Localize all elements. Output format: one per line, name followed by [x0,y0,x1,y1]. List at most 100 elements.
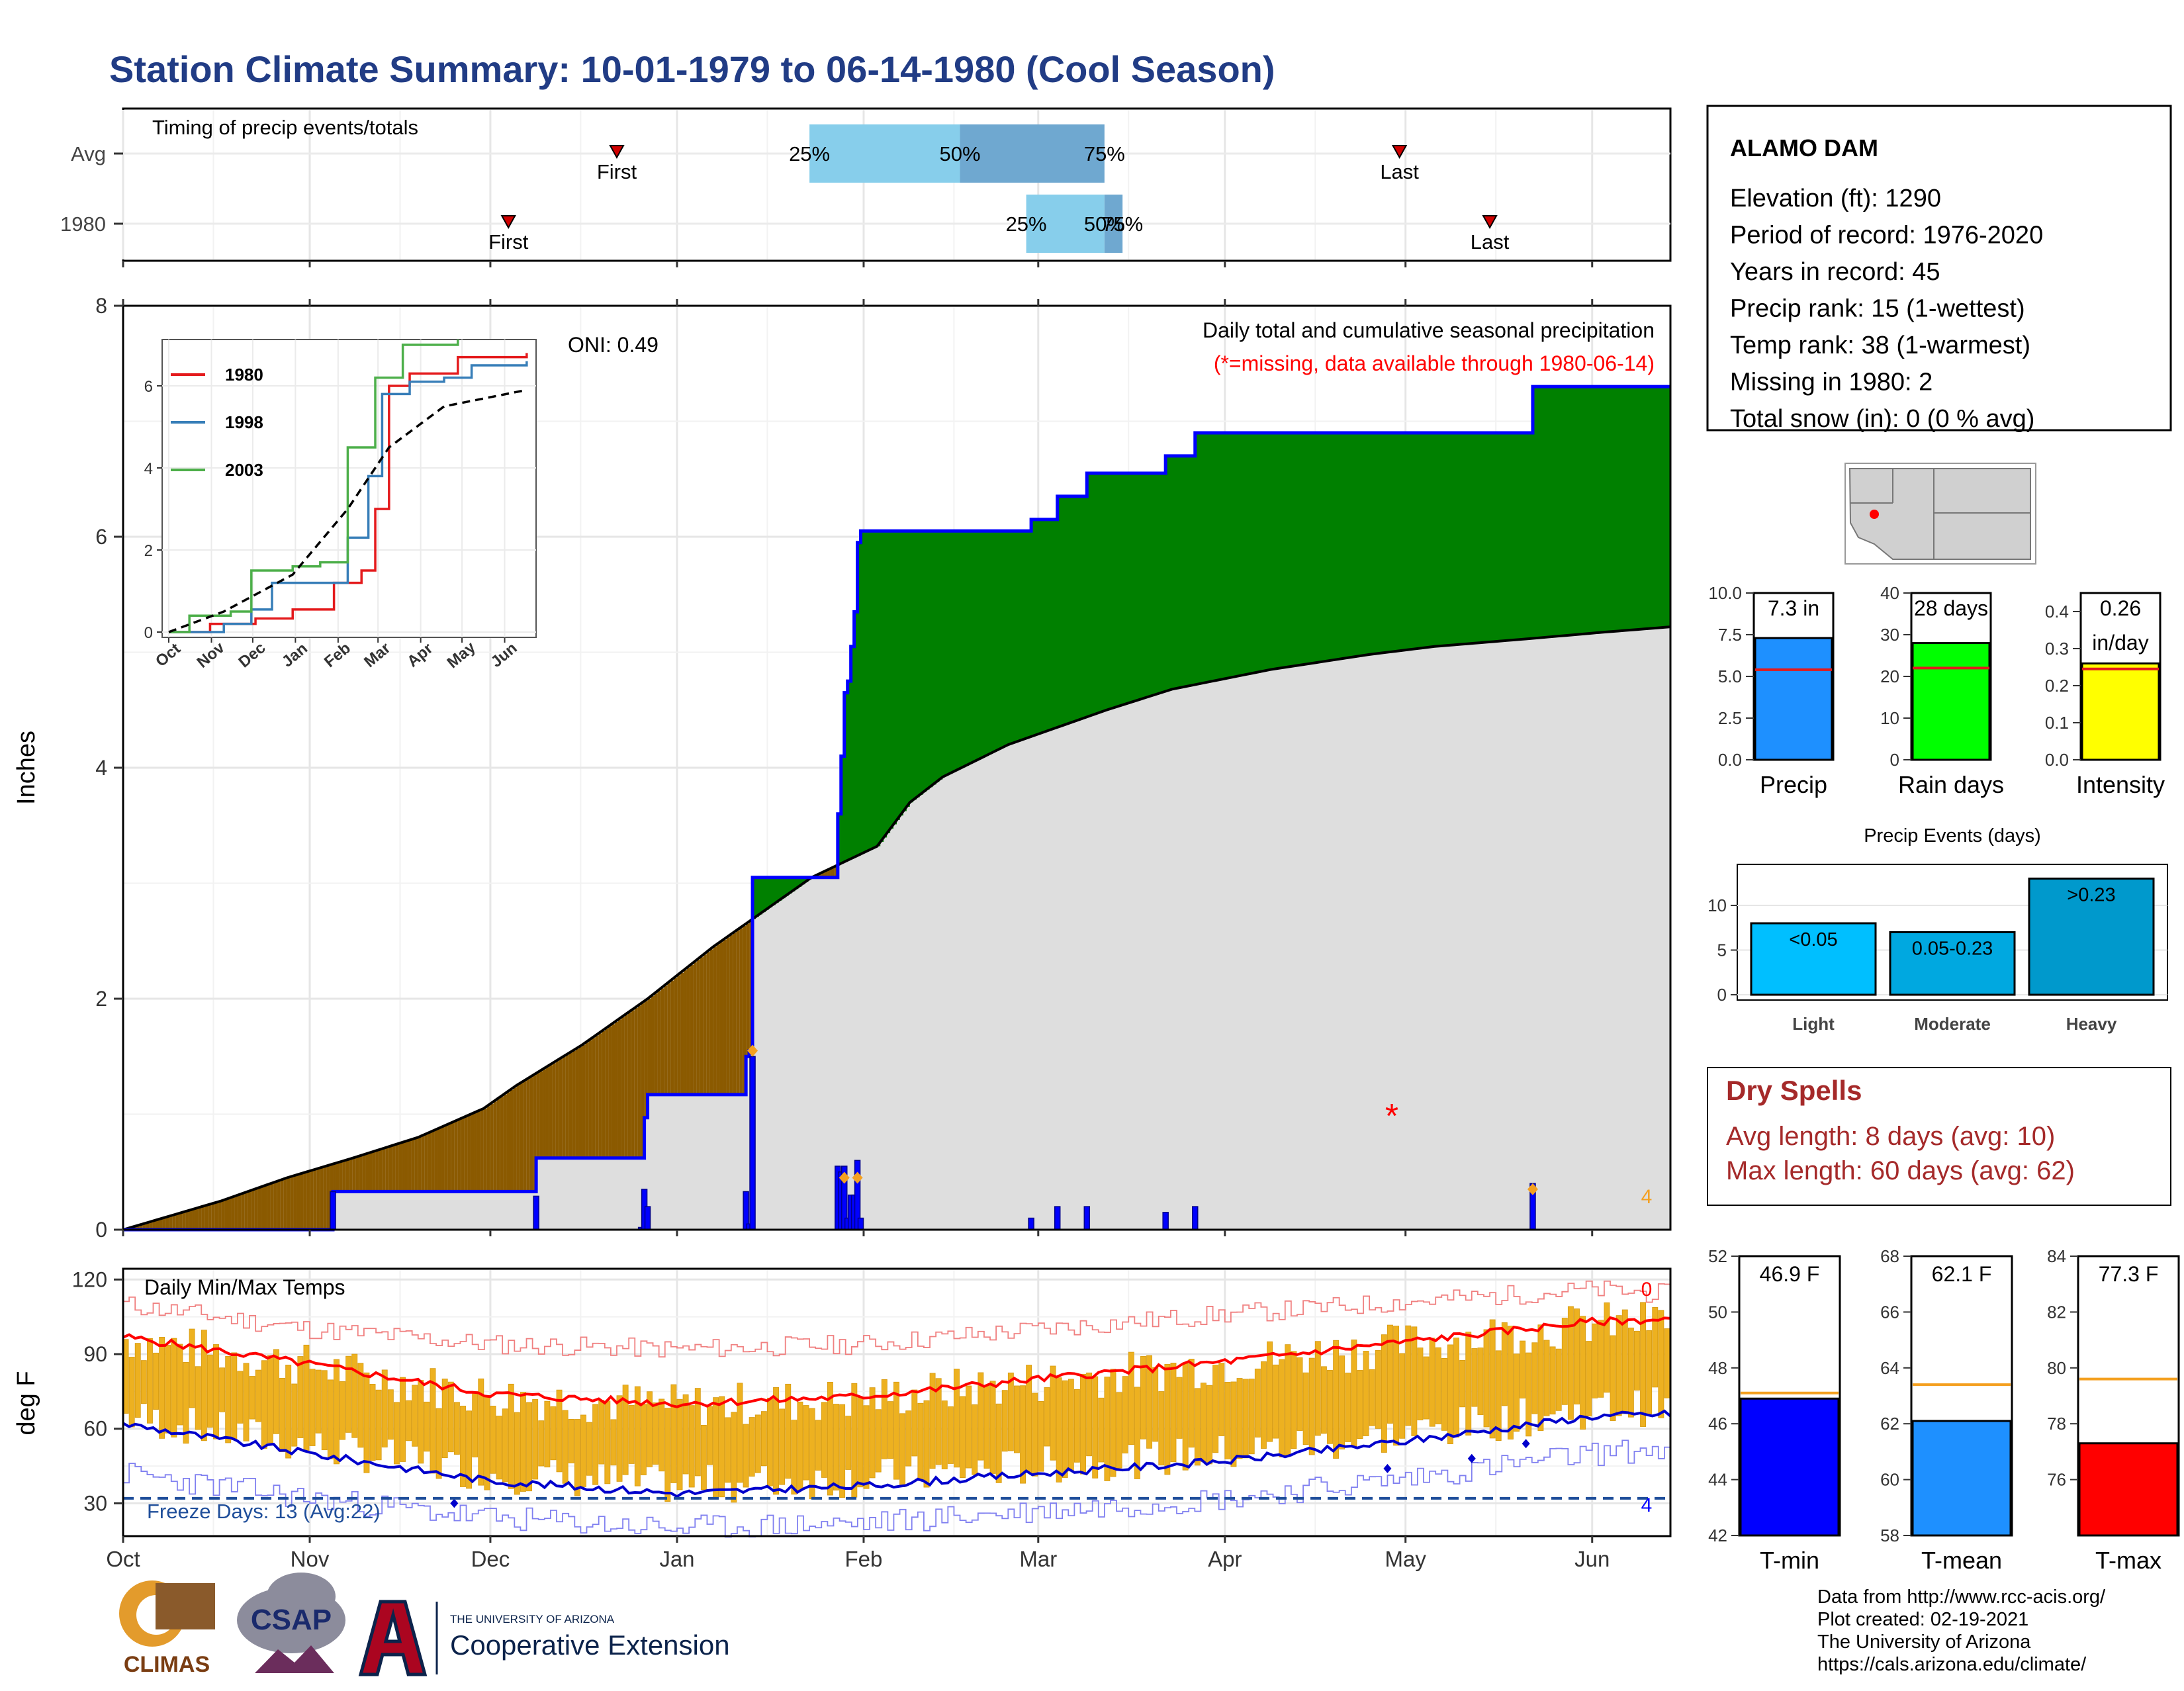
daily-temp-range-bar [1218,1363,1225,1436]
daily-temp-range-bar [1260,1361,1267,1449]
avg-cumulative-column [1382,653,1386,1230]
avg-cumulative-column [1365,655,1369,1230]
below-average-column [612,1024,615,1158]
below-average-column [342,1161,347,1192]
avg-cumulative-column [1097,713,1101,1230]
temp-summary-bar-t-mean [1911,1420,2012,1537]
avg-cumulative-column [1015,742,1019,1230]
avg-cumulative-column [1146,697,1150,1230]
above-average-column [1529,432,1533,639]
daily-temp-range-bar [1050,1365,1056,1461]
daily-temp-range-bar [351,1353,358,1438]
summary-bar-0 [1754,637,1833,761]
map-states [1848,468,2031,560]
avg-cumulative-column [903,811,907,1230]
record-low-marker [1522,1439,1530,1449]
above-average-column [942,531,946,777]
above-average-column [1523,432,1527,639]
avg-cumulative-column [1355,657,1360,1230]
avg-cumulative-column [1208,682,1212,1230]
daily-temp-range-bar [1110,1369,1116,1477]
below-average-column [549,1065,553,1158]
avg-cumulative-column [1175,688,1179,1230]
above-average-column [1149,473,1153,697]
above-average-column [1060,496,1065,727]
avg-cumulative-column [1113,708,1117,1230]
above-average-column [870,531,874,850]
above-average-column [1545,387,1550,637]
above-average-column [1437,432,1441,647]
daily-precip-bar [1028,1217,1034,1230]
above-average-column [1572,387,1576,635]
avg-cumulative-column [1375,653,1379,1230]
daily-temp-range-bar [760,1411,767,1467]
below-average-column [421,1136,426,1192]
below-average-column [303,1173,307,1230]
avg-cumulative-column [841,863,845,1230]
daily-temp-range-bar [334,1359,340,1465]
above-average-column [1569,387,1572,635]
avg-cumulative-column [1500,641,1504,1230]
below-average-column [404,1141,409,1192]
daily-temp-range-bar [1429,1338,1435,1427]
above-average-column [1277,432,1281,669]
station-info-frame [1706,105,2172,432]
avg-cumulative-column [778,900,783,1230]
timing-q25-label: 25% [1006,212,1047,236]
below-average-column [454,1121,458,1192]
daily-temp-range-bar [1279,1359,1285,1457]
avg-cumulative-column [1293,666,1297,1230]
above-average-column [956,531,960,771]
summary-bars: 7.3 in Precip 0.0 2.5 5.0 7.5 10.0 28 days Rain … [1708,583,2165,798]
daily-temp-range-bar [466,1410,473,1489]
temp-summary-y-tick-label: 78 [2047,1414,2066,1434]
daily-temp-range-bar [839,1404,846,1498]
above-average-column [1238,432,1242,676]
daily-temp-range-bar [225,1356,232,1443]
below-average-column [142,1224,147,1230]
record-low-marker [1467,1453,1476,1463]
daily-temp-range-bar [1375,1350,1381,1429]
above-average-column [1316,432,1320,663]
above-average-column [1116,473,1120,708]
daily-temp-range-bar [1242,1379,1249,1459]
below-average-column [379,1150,383,1192]
avg-cumulative-column [1008,745,1012,1230]
temp-panel-frame [122,1267,1672,1537]
avg-cumulative-column [1394,651,1399,1230]
below-average-column [365,1154,370,1192]
above-average-column [762,877,766,913]
heavy-day-marker [839,1171,850,1184]
daily-precip-bar [1162,1212,1169,1230]
precip-event-category: Heavy [2066,1014,2117,1034]
below-average-column [664,985,668,1095]
avg-cumulative-column [1369,654,1373,1230]
below-average-column [238,1195,242,1230]
avg-cumulative-column [1162,692,1166,1230]
below-average-column [270,1183,275,1230]
record-high-line [123,1280,1671,1358]
ua-logo: THE UNIVERSITY OF ARIZONA Cooperative Ex… [358,1600,730,1676]
above-average-column [1201,432,1206,684]
avg-cumulative-column [1018,741,1022,1230]
above-average-column [1408,432,1412,650]
daily-temp-range-bar [532,1398,539,1480]
below-average-column [684,970,688,1095]
avg-cumulative-column [1414,649,1419,1230]
above-average-column [1621,387,1625,631]
avg-cumulative-column [1310,663,1314,1230]
above-average-column [1310,432,1314,664]
above-average-column [1398,432,1402,651]
daily-temp-range-bar [273,1349,279,1434]
avg-cumulative-column [834,866,839,1230]
above-average-column [1379,432,1383,654]
csap-mountains [255,1645,334,1673]
daily-temp-range-bar [676,1398,683,1490]
avg-cumulative-column [1496,641,1501,1230]
summary-bar-value: 28 days [1914,596,1988,620]
daily-temp-range-bar [670,1384,677,1483]
avg-cumulative-column [349,1159,353,1230]
below-average-column [605,1028,609,1158]
below-average-column [362,1155,367,1192]
